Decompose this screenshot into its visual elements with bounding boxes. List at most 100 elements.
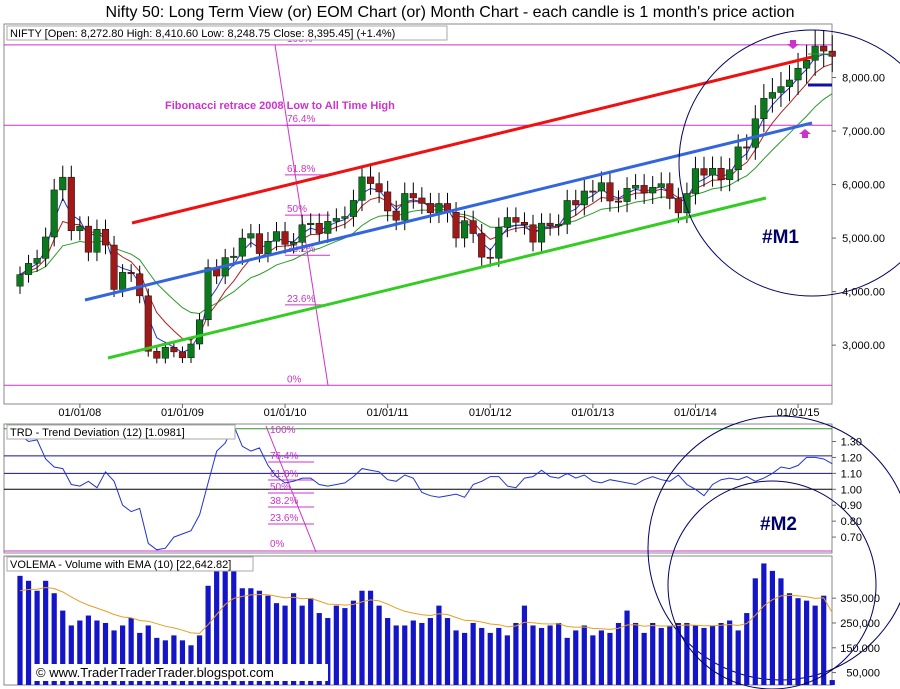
bear-candle [478, 233, 486, 258]
volume-bar [590, 635, 596, 685]
volume-bar [273, 603, 280, 685]
trd-fib-label: 0% [270, 539, 285, 550]
bear-candle [409, 193, 417, 199]
volume-bar [769, 570, 775, 685]
bull-candle [435, 203, 443, 214]
bull-candle [538, 222, 546, 243]
volume-bar [786, 593, 793, 685]
volume-bar [821, 595, 827, 685]
bear-candle [67, 176, 75, 232]
volume-bar [402, 625, 408, 685]
volume-bar [77, 620, 83, 685]
bear-candle [418, 197, 426, 204]
volume-bar [111, 630, 117, 685]
trd-ytick-label: 0.70 [841, 532, 862, 544]
trd-ytick-label: 1.20 [841, 452, 862, 464]
bull-candle [495, 227, 503, 259]
bull-candle [16, 274, 24, 287]
bear-candle [178, 351, 186, 359]
price-xtick-label: 01/01/08 [58, 407, 101, 419]
price-ytick-label: 6,000.00 [842, 180, 885, 192]
annotation-m1: #M1 [762, 227, 799, 248]
volume-bar [615, 622, 622, 685]
bear-candle [426, 203, 434, 214]
volume-bar [504, 635, 510, 685]
volume-bar [145, 625, 151, 685]
volume-bar [444, 618, 451, 685]
volume-bar [308, 598, 314, 685]
bull-candle [358, 176, 366, 201]
volume-ytick-label: 350,000 [840, 593, 880, 605]
trd-ytick-label: 1.10 [841, 468, 862, 480]
volume-bar [17, 575, 23, 685]
volume-bar [684, 622, 690, 685]
price-xtick-label: 01/01/11 [367, 407, 409, 419]
volume-bar [804, 600, 810, 685]
volume-bar [120, 625, 126, 685]
trd-fib-label: 23.6% [270, 513, 298, 524]
bull-candle [42, 236, 50, 259]
bull-candle [760, 98, 768, 119]
volume-bar [248, 588, 254, 685]
price-ytick-label: 3,000.00 [842, 340, 885, 352]
bull-candle [349, 200, 357, 217]
volume-bar [829, 680, 835, 685]
bear-candle [101, 229, 110, 246]
bear-candle [452, 212, 460, 239]
bull-candle [785, 79, 794, 87]
volume-bar [162, 640, 168, 685]
price-label: NIFTY [Open: 8,272.80 High: 8,410.60 Low… [10, 28, 395, 40]
bear-candle [529, 224, 537, 243]
volume-bar [376, 605, 382, 685]
bear-candle [589, 190, 597, 193]
bull-candle [59, 176, 67, 191]
volume-bar [154, 637, 160, 685]
bear-candle [614, 200, 623, 203]
volume-bar [675, 622, 681, 685]
volume-bar [573, 630, 579, 685]
up-arrow-icon [799, 129, 811, 138]
bear-candle [512, 217, 520, 223]
trd-panel [3, 423, 833, 554]
volume-bar [581, 625, 587, 685]
bear-candle [127, 272, 135, 275]
bull-candle [632, 185, 640, 189]
annotation-circle-m1 [678, 29, 900, 297]
bull-candle [290, 242, 298, 245]
bull-candle [161, 347, 169, 359]
price-ytick-label: 4,000.00 [842, 287, 885, 299]
volume-bar [410, 620, 416, 685]
price-layer: 3,000.00 4,000.00 5,000.00 6,000.00 7,000.00… [4, 29, 900, 419]
volume-bar [513, 622, 519, 685]
bear-candle [144, 295, 152, 352]
volume-bar [393, 625, 399, 685]
trd-fib-label: 100% [270, 425, 296, 436]
volume-bar [752, 578, 758, 685]
bull-candle [803, 60, 811, 69]
bear-candle [469, 220, 477, 234]
volume-bar [709, 625, 716, 685]
volume-bar [744, 613, 750, 685]
volume-bar [812, 605, 818, 685]
volume-bar [171, 635, 177, 685]
volume-bar [658, 627, 664, 685]
trd-ytick-label: 1.00 [841, 484, 862, 496]
bull-candle [238, 237, 246, 257]
bull-candle [597, 182, 605, 192]
bull-candle [777, 86, 785, 93]
volume-label-box [6, 556, 254, 572]
fib-level-label: 0% [287, 374, 302, 385]
bull-candle [247, 233, 255, 239]
volume-bar [333, 605, 339, 685]
volume-bar [94, 620, 100, 685]
bear-candle [255, 233, 263, 254]
bear-candle [666, 183, 674, 199]
volume-bar [701, 627, 707, 685]
volume-bar [538, 627, 545, 685]
bull-candle [50, 189, 58, 238]
watermark-backdrop [32, 664, 328, 681]
annotation-circle-volume [667, 480, 877, 689]
bear-candle [281, 231, 289, 245]
fib-title: Fibonacci retrace 2008 Low to All Time H… [165, 100, 395, 112]
